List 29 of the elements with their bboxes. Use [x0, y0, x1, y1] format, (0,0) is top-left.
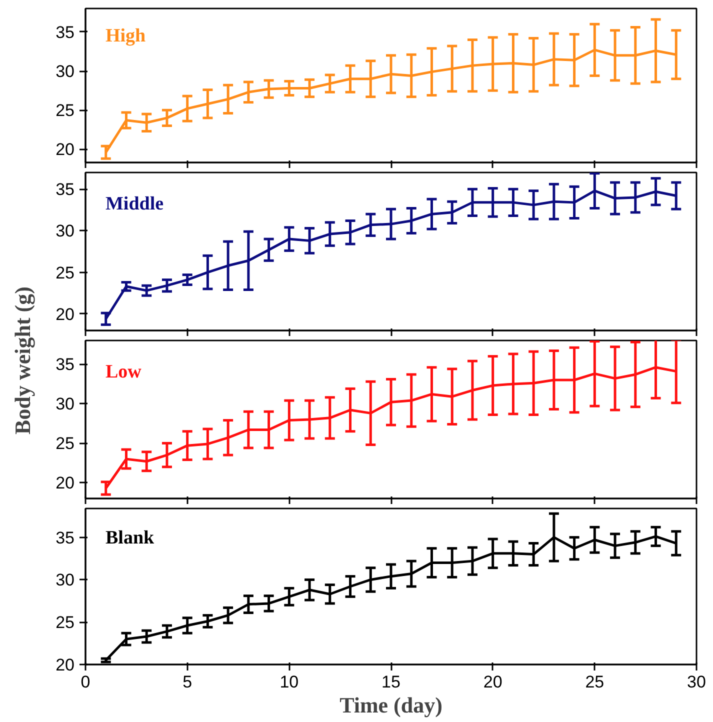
- y-tick-label: 35: [56, 355, 75, 374]
- x-tick-label: 20: [483, 672, 502, 692]
- x-tick-label: 30: [687, 672, 706, 692]
- y-tick-label: 30: [56, 222, 75, 241]
- y-tick-label: 30: [56, 394, 75, 414]
- text: Low: [106, 362, 142, 382]
- x-tick-label: 0: [80, 672, 90, 692]
- x-tick-label: 10: [280, 672, 299, 692]
- y-tick-label: 35: [56, 180, 75, 200]
- y-tick-label: 35: [56, 528, 75, 548]
- y-tick-label: 30: [56, 62, 75, 82]
- y-tick-label: 20: [56, 140, 75, 160]
- x-tick-label: 5: [182, 672, 192, 692]
- x-tick-label: 25: [585, 672, 604, 692]
- y-tick-label: 30: [56, 570, 75, 590]
- y-tick-label: 25: [56, 101, 75, 120]
- x-axis-title: Time (day): [340, 692, 442, 718]
- x-tick-label: 15: [382, 672, 400, 692]
- y-tick-label: 25: [56, 613, 75, 632]
- text: High: [106, 26, 146, 46]
- y-tick-label: 20: [56, 656, 75, 674]
- y-axis-title: Body weight (g): [10, 286, 35, 434]
- text: Middle: [106, 194, 164, 214]
- y-tick-label: 20: [56, 474, 75, 493]
- y-tick-label: 20: [56, 304, 75, 324]
- y-tick-label: 25: [56, 263, 75, 282]
- y-tick-label: 35: [56, 22, 75, 42]
- text: Blank: [106, 528, 155, 548]
- y-tick-label: 25: [56, 434, 75, 454]
